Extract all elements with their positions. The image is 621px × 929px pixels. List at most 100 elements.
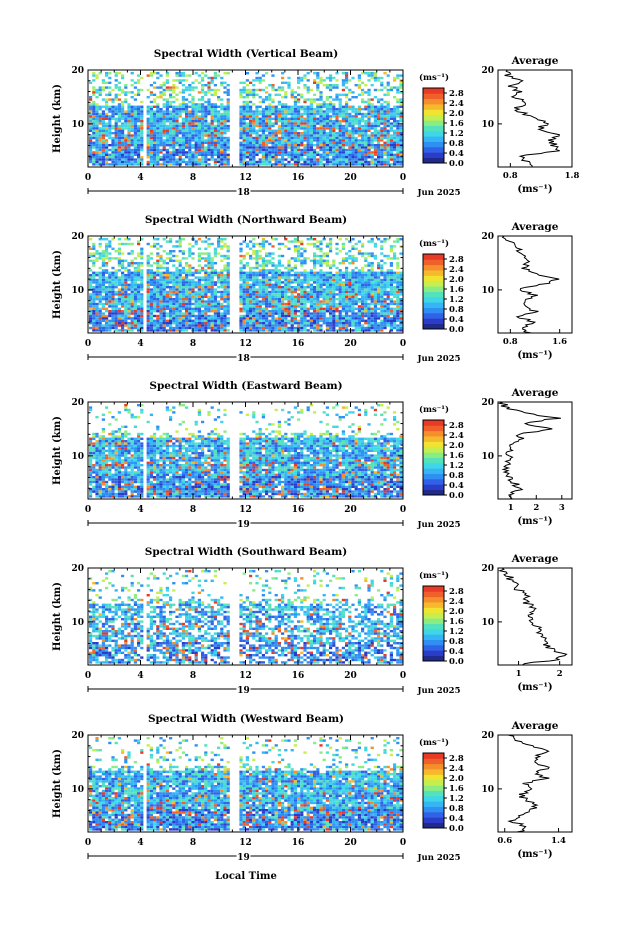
heatmap-cell: [105, 278, 109, 282]
heatmap-cell: [140, 276, 144, 279]
heatmap-cell: [255, 129, 259, 132]
x-tick-label: 0: [85, 173, 91, 183]
heatmap-cell: [293, 139, 297, 142]
heatmap-cell: [172, 148, 176, 152]
heatmap-cell: [220, 124, 224, 128]
heatmap-cell: [290, 117, 294, 120]
heatmap-cell: [265, 254, 269, 258]
heatmap-cell: [95, 96, 99, 99]
heatmap-cell: [386, 129, 390, 132]
heatmap-cell: [108, 298, 112, 301]
heatmap-cell: [354, 158, 358, 161]
heatmap-cell: [297, 100, 301, 104]
heatmap-cell: [271, 278, 275, 282]
heatmap-cell: [370, 254, 374, 258]
heatmap-cell: [274, 281, 278, 284]
heatmap-cell: [335, 144, 339, 147]
heatmap-cell: [354, 151, 358, 154]
heatmap-cell: [348, 105, 352, 108]
heatmap-cell: [245, 281, 249, 284]
heatmap-cell: [162, 98, 166, 101]
heatmap-cell: [101, 160, 105, 164]
heatmap-cell: [383, 72, 387, 75]
heatmap-cell: [325, 84, 329, 87]
heatmap-cell: [239, 110, 243, 113]
heatmap-cell: [207, 122, 211, 125]
heatmap-cell: [268, 259, 272, 262]
heatmap-cell: [153, 300, 157, 303]
heatmap-cell: [348, 278, 352, 282]
heatmap-cell: [335, 148, 339, 152]
heatmap-cell: [274, 112, 278, 116]
heatmap-cell: [114, 310, 118, 313]
heatmap-cell: [373, 312, 377, 315]
heatmap-cell: [354, 129, 358, 132]
heatmap-cell: [265, 298, 269, 301]
heatmap-cell: [386, 276, 390, 279]
heatmap-cell: [380, 81, 384, 84]
heatmap-cell: [284, 132, 288, 135]
heatmap-cell: [156, 274, 160, 277]
heatmap-cell: [386, 110, 390, 113]
heatmap-cell: [325, 112, 329, 116]
heatmap-cell: [153, 124, 157, 128]
heatmap-cell: [223, 127, 227, 130]
heatmap-cell: [226, 264, 230, 267]
heatmap-cell: [393, 293, 397, 296]
heatmap-cell: [130, 312, 134, 315]
heatmap-cell: [322, 259, 326, 262]
heatmap-cell: [319, 136, 323, 140]
heatmap-cell: [364, 115, 368, 118]
heatmap-cell: [364, 290, 368, 294]
heatmap-cell: [309, 139, 313, 142]
heatmap-cell: [178, 305, 182, 308]
heatmap-cell: [338, 139, 342, 142]
heatmap-cell: [245, 310, 249, 313]
heatmap-cell: [149, 146, 153, 149]
heatmap-cell: [197, 74, 201, 77]
heatmap-cell: [348, 144, 352, 147]
heatmap-cell: [108, 120, 112, 123]
heatmap-cell: [252, 79, 256, 82]
heatmap-cell: [156, 281, 160, 284]
heatmap-cell: [258, 283, 262, 286]
heatmap-cell: [239, 129, 243, 132]
heatmap-cell: [101, 276, 105, 279]
heatmap-cell: [127, 160, 131, 164]
heatmap-cell: [274, 307, 278, 310]
heatmap-cell: [383, 115, 387, 118]
heatmap-cell: [389, 276, 393, 279]
heatmap-cell: [325, 274, 329, 277]
heatmap-cell: [293, 148, 297, 152]
heatmap-cell: [300, 310, 304, 313]
heatmap-cell: [213, 139, 217, 142]
heatmap-cell: [265, 312, 269, 315]
heatmap-cell: [239, 262, 243, 265]
heatmap-cell: [181, 98, 185, 101]
heatmap-cell: [268, 271, 272, 274]
heatmap-cell: [124, 100, 128, 104]
heatmap-cell: [277, 86, 281, 89]
heatmap-cell: [98, 163, 102, 166]
heatmap-cell: [252, 245, 256, 248]
heatmap-cell: [303, 105, 307, 108]
heatmap-cell: [114, 86, 118, 89]
heatmap-cell: [207, 295, 211, 298]
heatmap-cell: [293, 264, 297, 267]
heatmap-cell: [153, 262, 157, 265]
heatmap-cell: [140, 252, 144, 255]
heatmap-cell: [140, 108, 144, 111]
heatmap-cell: [207, 259, 211, 262]
heatmap-cell: [277, 271, 281, 274]
heatmap-cell: [274, 283, 278, 286]
heatmap-cell: [313, 144, 317, 147]
heatmap-cell: [389, 281, 393, 284]
heatmap-cell: [332, 286, 336, 289]
heatmap-cell: [130, 271, 134, 274]
heatmap-cell: [313, 281, 317, 284]
heatmap-cell: [399, 134, 403, 137]
heatmap-cell: [357, 93, 361, 96]
heatmap-cell: [281, 307, 285, 310]
heatmap-cell: [377, 141, 381, 144]
heatmap-cell: [188, 247, 192, 250]
